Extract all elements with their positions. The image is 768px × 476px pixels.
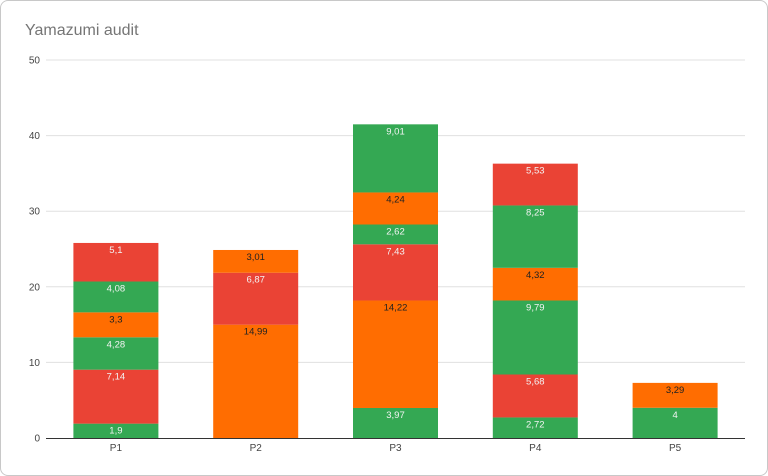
bar-segment bbox=[73, 312, 159, 338]
segment-label: 9,01 bbox=[386, 126, 405, 137]
bar-segment bbox=[492, 205, 578, 268]
segment-label: 5,53 bbox=[526, 166, 545, 177]
chart-title: Yamazumi audit bbox=[25, 22, 139, 39]
segment-label: 2,62 bbox=[386, 227, 405, 238]
bar-segment bbox=[213, 249, 299, 273]
segment-label: 2,72 bbox=[526, 419, 545, 430]
segment-label: 4,08 bbox=[107, 284, 126, 295]
x-tick-label: P1 bbox=[110, 443, 123, 454]
bar-segment bbox=[353, 192, 438, 225]
bar-segment bbox=[353, 224, 438, 245]
segment-label: 5,68 bbox=[526, 376, 545, 387]
bar-segment bbox=[632, 382, 718, 408]
y-tick-label: 20 bbox=[29, 282, 41, 293]
bar-segment bbox=[213, 272, 299, 325]
segment-label: 9,79 bbox=[526, 302, 545, 313]
y-tick-label: 10 bbox=[29, 358, 41, 369]
bar-segment bbox=[492, 267, 578, 301]
segment-label: 4,32 bbox=[526, 270, 545, 281]
bar-segment bbox=[632, 407, 718, 438]
x-tick-label: P4 bbox=[529, 443, 542, 454]
bar-segment bbox=[492, 300, 578, 375]
segment-label: 4,24 bbox=[386, 194, 405, 205]
segment-label: 5,1 bbox=[109, 245, 122, 256]
bar-segment bbox=[492, 374, 578, 418]
bar-segment bbox=[73, 369, 159, 424]
segment-label: 4 bbox=[672, 410, 677, 421]
bar-segment bbox=[353, 244, 438, 301]
segment-label: 4,28 bbox=[107, 339, 126, 350]
bar-segment bbox=[73, 337, 159, 370]
bar-segment bbox=[73, 423, 159, 438]
bar-segment bbox=[353, 300, 438, 408]
x-tick-label: P3 bbox=[389, 443, 402, 454]
segment-label: 14,99 bbox=[244, 327, 268, 338]
bar-segment bbox=[213, 324, 299, 438]
y-tick-label: 50 bbox=[29, 56, 41, 67]
y-tick-label: 40 bbox=[29, 131, 41, 142]
segment-label: 3,97 bbox=[386, 410, 405, 421]
segment-label: 3,29 bbox=[666, 385, 685, 396]
y-tick-label: 30 bbox=[29, 207, 41, 218]
segment-label: 3,01 bbox=[246, 252, 265, 263]
segment-label: 3,3 bbox=[109, 314, 122, 325]
segment-label: 1,9 bbox=[109, 426, 122, 437]
bar-segment bbox=[353, 124, 438, 193]
bar-segment bbox=[492, 163, 578, 206]
bar-segment bbox=[353, 407, 438, 438]
segment-label: 14,22 bbox=[384, 302, 408, 313]
segment-label: 7,43 bbox=[386, 246, 405, 257]
x-tick-label: P2 bbox=[250, 443, 263, 454]
bar-segment bbox=[73, 242, 159, 282]
segment-label: 6,87 bbox=[246, 275, 265, 286]
segment-label: 8,25 bbox=[526, 207, 545, 218]
y-tick-label: 0 bbox=[34, 434, 40, 445]
segment-label: 7,14 bbox=[107, 372, 126, 383]
bar-segment bbox=[73, 281, 159, 313]
bar-segment bbox=[492, 417, 578, 438]
x-tick-label: P5 bbox=[669, 443, 682, 454]
